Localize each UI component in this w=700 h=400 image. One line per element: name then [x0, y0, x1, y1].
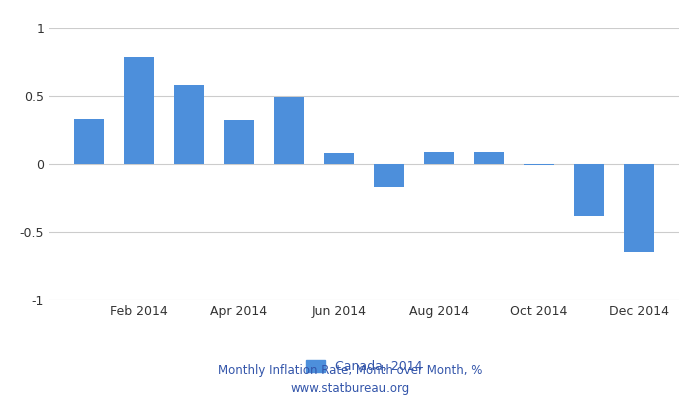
Bar: [574, 164, 604, 216]
Legend: Canada, 2014: Canada, 2014: [301, 355, 427, 378]
Text: www.statbureau.org: www.statbureau.org: [290, 382, 410, 395]
Bar: [174, 85, 204, 164]
Bar: [474, 152, 504, 164]
Text: Monthly Inflation Rate, Month over Month, %: Monthly Inflation Rate, Month over Month…: [218, 364, 482, 377]
Bar: [324, 153, 354, 164]
Bar: [124, 56, 154, 164]
Bar: [624, 164, 654, 252]
Bar: [524, 164, 554, 165]
Bar: [374, 164, 404, 187]
Bar: [74, 119, 104, 164]
Bar: [274, 97, 304, 164]
Bar: [224, 120, 254, 164]
Bar: [424, 152, 454, 164]
